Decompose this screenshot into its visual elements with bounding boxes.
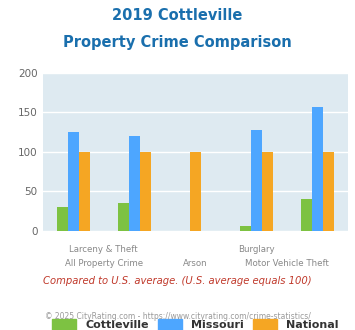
Text: All Property Crime: All Property Crime <box>65 259 143 268</box>
Bar <box>240 226 251 231</box>
Text: Larceny & Theft: Larceny & Theft <box>69 245 138 254</box>
Bar <box>323 152 334 231</box>
Bar <box>129 136 140 231</box>
Bar <box>251 130 262 231</box>
Text: Burglary: Burglary <box>238 245 275 254</box>
Text: Property Crime Comparison: Property Crime Comparison <box>63 35 292 50</box>
Text: Motor Vehicle Theft: Motor Vehicle Theft <box>245 259 329 268</box>
Text: © 2025 CityRating.com - https://www.cityrating.com/crime-statistics/: © 2025 CityRating.com - https://www.city… <box>45 312 310 321</box>
Bar <box>78 152 89 231</box>
Text: Arson: Arson <box>183 259 208 268</box>
Bar <box>140 152 151 231</box>
Bar <box>301 199 312 231</box>
Legend: Cottleville, Missouri, National: Cottleville, Missouri, National <box>52 319 339 330</box>
Text: Compared to U.S. average. (U.S. average equals 100): Compared to U.S. average. (U.S. average … <box>43 276 312 285</box>
Bar <box>118 203 129 231</box>
Text: 2019 Cottleville: 2019 Cottleville <box>112 8 243 23</box>
Bar <box>262 152 273 231</box>
Bar <box>312 108 323 231</box>
Bar <box>190 152 201 231</box>
Bar <box>57 207 68 231</box>
Bar <box>68 132 78 231</box>
